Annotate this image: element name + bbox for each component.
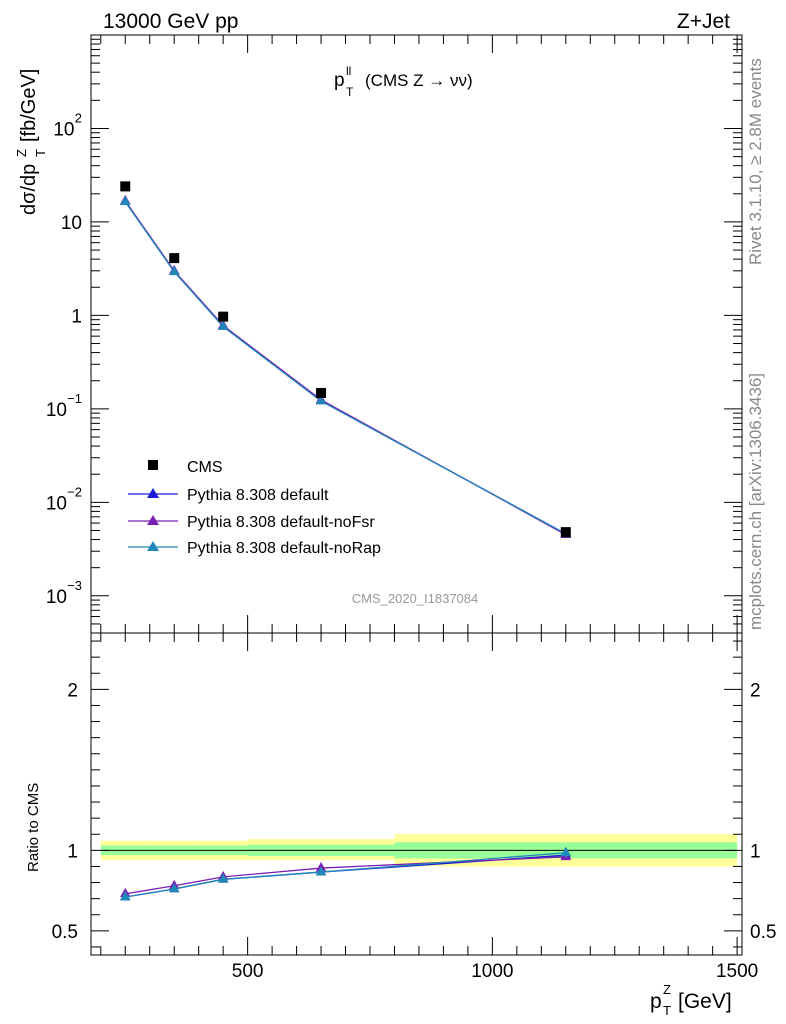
header-left: 13000 GeV pp <box>103 10 238 33</box>
title-rest: (CMS Z → νν) <box>365 71 473 90</box>
title-sup: ll <box>346 64 351 78</box>
ratio-ytick-label-right-1: 1 <box>750 841 761 862</box>
rivet-note: Rivet 3.1.10, ≥ 2.8M events <box>746 58 765 265</box>
xlabel-units: [GeV] <box>678 990 732 1013</box>
main-ytick-base-4: 10 <box>61 213 82 234</box>
main-line-0 <box>124 201 567 535</box>
x-tick-label-1500: 1500 <box>716 961 758 982</box>
main-point-2-2 <box>217 320 229 330</box>
x-tick-label-1000: 1000 <box>471 961 513 982</box>
legend-default-marker <box>147 488 159 498</box>
title-p: p <box>334 70 345 91</box>
legend-cms-marker <box>148 460 158 470</box>
main-ytick-label-2: −110 <box>46 391 82 421</box>
x-tick-label-500: 500 <box>232 961 264 982</box>
main-ytick-base-1: 10 <box>46 493 67 514</box>
xlabel-sup: Z <box>663 982 671 997</box>
ylabel-sub: T <box>33 149 48 157</box>
title-sub: T <box>346 85 354 99</box>
ylabel-main: dσ/dp <box>18 164 40 215</box>
ratio-ytick-label-right-2: 2 <box>750 680 761 701</box>
ratio-plot-area <box>100 834 738 901</box>
main-point-2-3 <box>315 395 327 405</box>
main-ytick-exp-2: −1 <box>67 391 82 406</box>
xlabel-sub: T <box>663 1003 671 1018</box>
main-ytick-label-0: −310 <box>46 578 82 608</box>
cms-data-point-2 <box>218 311 229 322</box>
main-line-2 <box>124 201 567 535</box>
legend-nofsr-marker <box>147 515 159 525</box>
main-line-1 <box>124 200 567 536</box>
legend-cms-label: CMS <box>187 459 223 476</box>
main-ytick-base-5: 10 <box>53 119 74 140</box>
legend-norap-label: Pythia 8.308 default-noRap <box>187 540 381 557</box>
main-ytick-label-5: 210 <box>53 110 82 140</box>
ratio-axis-label: Ratio to CMS <box>25 783 42 872</box>
legend-default-label: Pythia 8.308 default <box>187 487 329 504</box>
ratio-frame <box>90 632 743 956</box>
ratio-ytick-label-right-0: 0.5 <box>750 922 776 943</box>
main-point-2-0 <box>120 195 131 206</box>
main-ytick-exp-0: −3 <box>67 578 82 593</box>
header-right: Z+Jet <box>677 10 730 33</box>
ylabel-units: [fb/GeV] <box>18 69 40 142</box>
main-point-2-1 <box>168 265 180 276</box>
main-ytick-base-3: 1 <box>71 306 82 327</box>
main-ytick-exp-5: 2 <box>75 110 82 125</box>
analysis-watermark: CMS_2020_I1837084 <box>352 591 479 606</box>
ylabel-sup: Z <box>14 149 29 157</box>
mcplots-note: mcplots.cern.ch [arXiv:1306.3436] <box>746 373 765 630</box>
main-plot-area <box>120 181 572 539</box>
cms-data-point-0 <box>120 181 131 192</box>
ratio-point-2-2 <box>217 873 229 883</box>
xlabel-main: p <box>650 990 662 1013</box>
ratio-ytick-label-left-0: 0.5 <box>52 922 78 943</box>
main-ytick-label-4: 10 <box>61 213 82 234</box>
main-ytick-exp-1: −2 <box>67 484 82 499</box>
main-ytick-base-0: 10 <box>46 587 67 608</box>
ratio-point-2-3 <box>315 866 327 876</box>
main-ytick-label-1: −210 <box>46 484 82 514</box>
legend: CMS Pythia 8.308 default Pythia 8.308 de… <box>128 459 381 557</box>
cms-data-point-1 <box>169 253 180 264</box>
cms-data-point-4 <box>560 527 571 538</box>
legend-norap-marker <box>147 541 159 551</box>
plot-title: p ll T (CMS Z → νν) <box>334 64 473 99</box>
ratio-ytick-label-left-2: 2 <box>67 680 78 701</box>
cms-data-point-3 <box>316 387 327 398</box>
y-axis-label: dσ/dp Z T [fb/GeV] <box>14 69 48 215</box>
ratio-point-2-0 <box>120 891 131 901</box>
ratio-ytick-label-left-1: 1 <box>67 841 78 862</box>
legend-nofsr-label: Pythia 8.308 default-noFsr <box>187 514 375 531</box>
main-ytick-label-3: 1 <box>71 306 82 327</box>
ratio-point-2-1 <box>168 882 180 893</box>
x-axis-label: p Z T [GeV] <box>650 982 732 1018</box>
main-ytick-base-2: 10 <box>46 400 67 421</box>
